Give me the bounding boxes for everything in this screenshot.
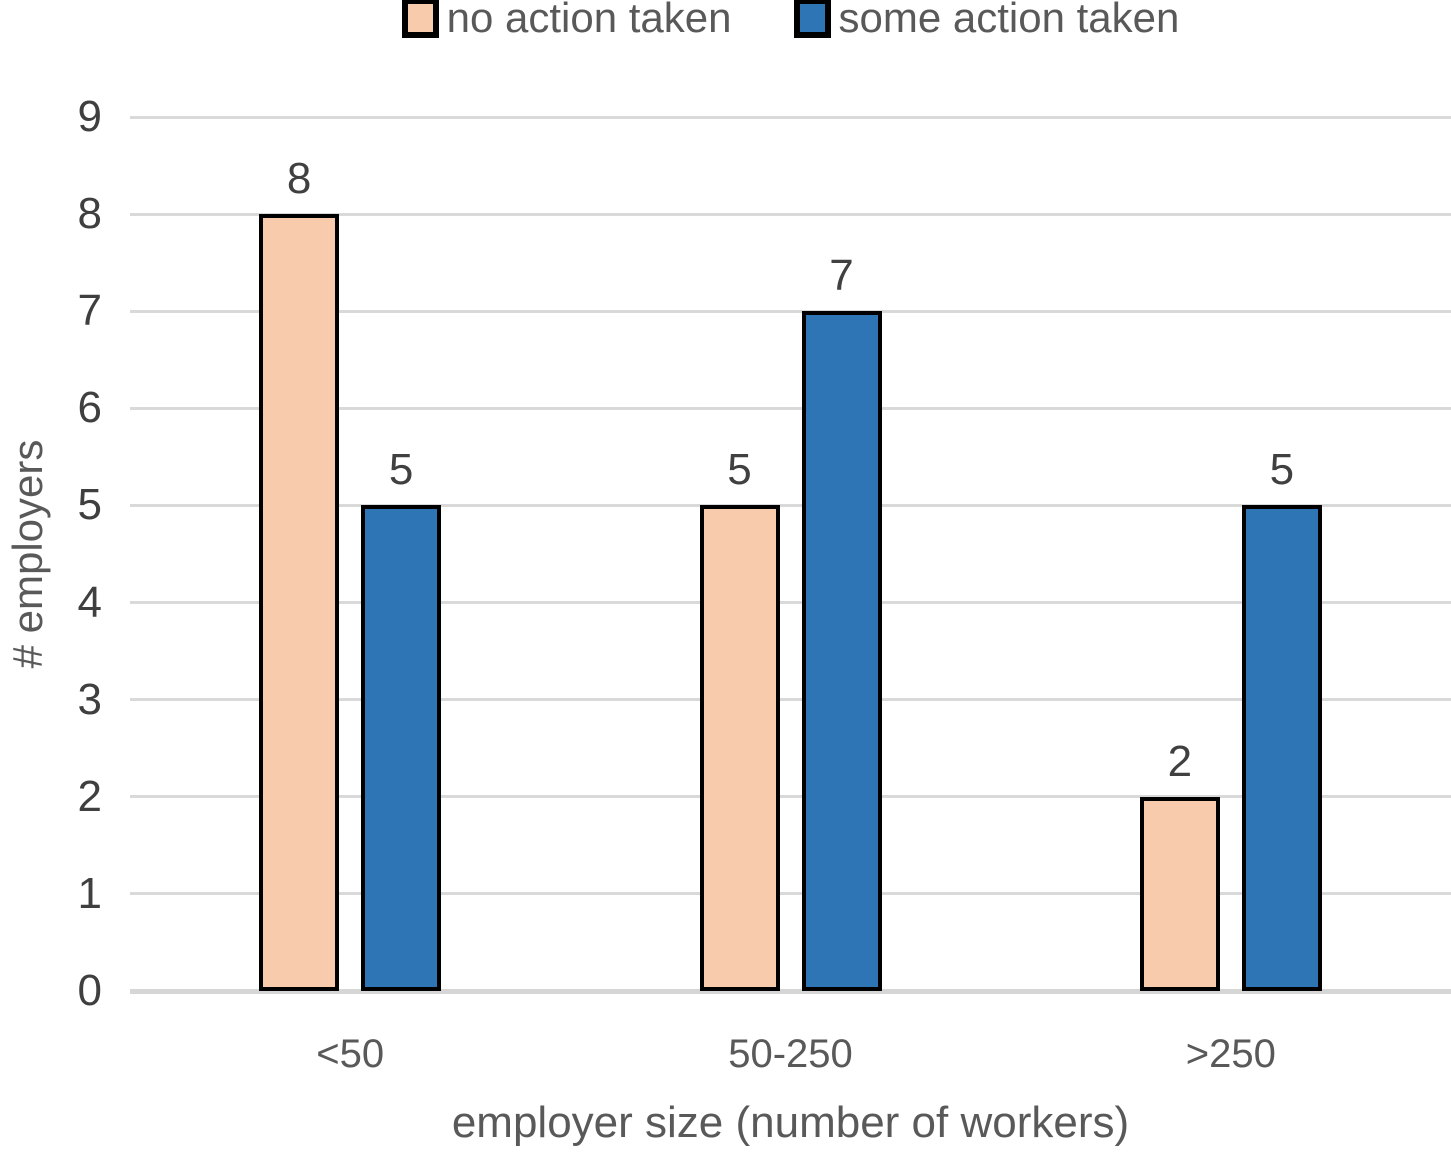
gridline <box>130 406 1451 410</box>
y-tick-label: 0 <box>77 966 102 1015</box>
bar-no-action-taken <box>1139 796 1220 991</box>
y-tick-label: 5 <box>77 480 102 530</box>
y-axis-title: # employers <box>4 439 51 669</box>
legend-swatch <box>401 0 439 38</box>
gridline <box>130 212 1451 216</box>
gridline <box>130 503 1451 507</box>
gridline <box>130 309 1451 313</box>
bar-value-label: 2 <box>1167 736 1193 786</box>
legend-label: no action taken <box>446 0 732 41</box>
bars-layer: 8 5 5 7 2 5 <box>130 117 1451 991</box>
bar-some-action-taken <box>1241 505 1322 991</box>
legend-label: some action taken <box>838 0 1180 41</box>
bar-value-label: 5 <box>727 445 752 495</box>
bar-some-action-taken <box>361 505 442 991</box>
gridline <box>130 989 1451 994</box>
x-tick-label: <50 <box>316 1032 385 1076</box>
legend-swatch <box>793 0 831 38</box>
y-tick-label: 7 <box>77 286 102 336</box>
bar-value-label: 8 <box>286 154 312 204</box>
y-tick-label: 4 <box>77 577 102 627</box>
x-axis-tick-labels: <50 50-250 >250 <box>130 1032 1451 1080</box>
bar-some-action-taken <box>801 311 882 991</box>
gridline <box>130 698 1451 702</box>
y-tick-label: 8 <box>77 189 102 239</box>
bar-no-action-taken <box>259 214 340 991</box>
legend-item: some action taken <box>793 0 1180 42</box>
bar-value-label: 5 <box>1269 445 1295 495</box>
y-tick-label: 2 <box>77 771 102 821</box>
y-axis-tick-labels: 0 1 2 3 4 5 6 7 8 9 <box>0 95 102 1013</box>
x-axis-title: employer size (number of workers) <box>451 1098 1130 1147</box>
gridline <box>130 892 1451 896</box>
chart-legend: no action taken some action taken <box>130 0 1451 42</box>
gridline <box>130 795 1451 799</box>
x-tick-label: >250 <box>1185 1032 1276 1076</box>
y-tick-label: 3 <box>77 674 102 724</box>
gridline <box>130 601 1451 605</box>
bar-no-action-taken <box>699 505 780 991</box>
bar-value-label: 5 <box>388 445 414 495</box>
legend-item: no action taken <box>401 0 732 42</box>
gridline <box>130 115 1451 119</box>
plot-area: 8 5 5 7 2 5 <box>130 115 1451 994</box>
y-tick-label: 6 <box>77 383 102 433</box>
y-tick-label: 9 <box>77 92 102 141</box>
y-tick-label: 1 <box>77 868 102 918</box>
x-tick-label: 50-250 <box>728 1032 853 1076</box>
bar-value-label: 7 <box>829 251 854 301</box>
